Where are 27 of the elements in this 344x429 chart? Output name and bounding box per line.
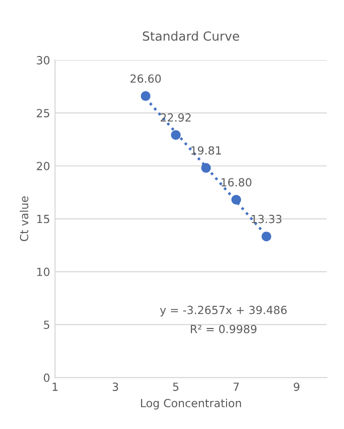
point bbox=[231, 194, 242, 205]
x-axis-title: Log Concentration bbox=[141, 398, 241, 410]
data-label: 16.80 bbox=[222, 178, 252, 186]
annotation: y = -3.2657x + 39.486 bbox=[160, 306, 287, 316]
y-tick-label: 20 bbox=[36, 162, 50, 170]
point bbox=[170, 130, 181, 140]
x-tick-label: 1 bbox=[52, 382, 58, 391]
data-label: 13.33 bbox=[252, 214, 282, 224]
y-axis-title: Ct value bbox=[20, 196, 28, 242]
point bbox=[201, 163, 211, 173]
x-tick-label: 9 bbox=[294, 382, 300, 391]
y-tick-label: 30 bbox=[36, 56, 50, 64]
y-tick-label: 10 bbox=[37, 268, 50, 276]
x-tick-label: 7 bbox=[234, 382, 239, 391]
data-label: 22.92 bbox=[160, 113, 191, 122]
y-tick-label: 25 bbox=[36, 108, 50, 118]
y-tick-label: 0 bbox=[44, 373, 50, 382]
data-label: 26.60 bbox=[130, 74, 161, 83]
point bbox=[140, 91, 150, 101]
data-label: 19.81 bbox=[191, 146, 221, 155]
x-tick-label: 3 bbox=[112, 382, 118, 391]
point bbox=[262, 232, 272, 242]
y-tick-label: 5 bbox=[44, 320, 50, 329]
annotation: R² = 0.9989 bbox=[190, 324, 256, 334]
chart-title: Standard Curve bbox=[142, 31, 240, 41]
x-tick-label: 5 bbox=[173, 382, 178, 391]
y-tick-label: 15 bbox=[37, 214, 50, 224]
